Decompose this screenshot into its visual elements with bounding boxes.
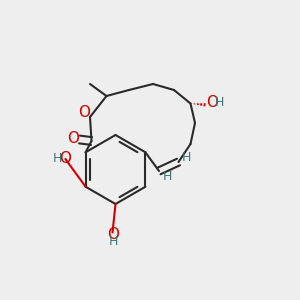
Text: H: H xyxy=(109,235,118,248)
Text: O: O xyxy=(107,227,119,242)
Text: H: H xyxy=(163,170,172,183)
Text: O: O xyxy=(59,151,71,166)
Text: O: O xyxy=(206,95,218,110)
Text: H: H xyxy=(215,96,224,109)
Text: H: H xyxy=(53,152,63,165)
Text: O: O xyxy=(67,131,79,146)
Text: O: O xyxy=(78,105,90,120)
Text: H: H xyxy=(181,151,191,164)
